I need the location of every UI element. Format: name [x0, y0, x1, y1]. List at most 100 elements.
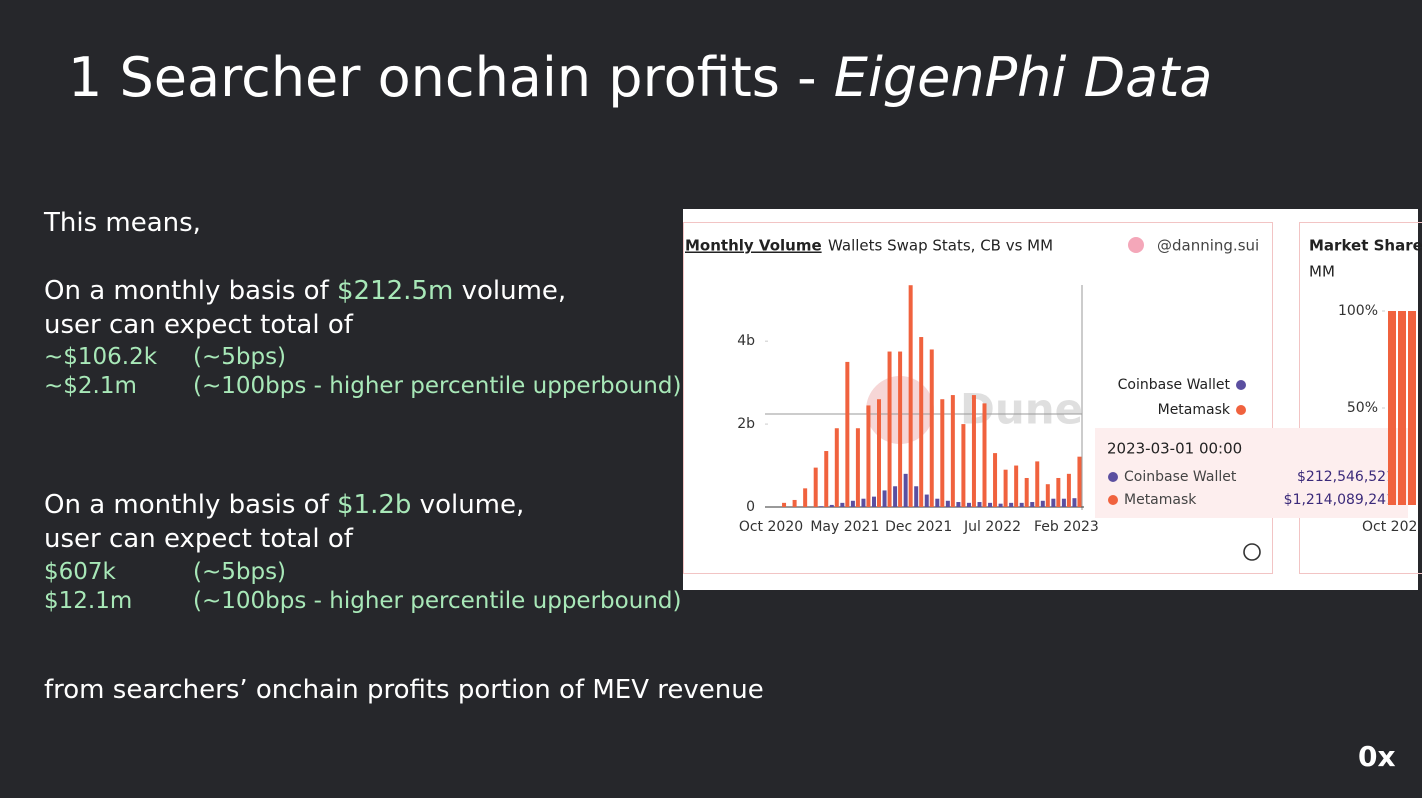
intro: This means, — [44, 208, 201, 238]
bar — [945, 500, 950, 507]
line: user can expect total of — [44, 524, 353, 554]
bar — [977, 502, 982, 507]
slide-title: 1 Searcher onchain profits - EigenPhi Da… — [68, 46, 1213, 109]
bar — [829, 504, 834, 507]
x-tick-label: Feb 2023 — [1034, 519, 1099, 535]
y-tick-label: 2b — [737, 416, 755, 432]
bar — [861, 498, 866, 507]
bar — [855, 428, 860, 507]
chart-title: Wallets Swap Stats, CB vs MM — [828, 237, 1053, 255]
bar — [914, 486, 919, 507]
bar — [1072, 498, 1077, 507]
bar — [971, 395, 976, 507]
title-italic: EigenPhi Data — [833, 46, 1213, 109]
bar — [1045, 484, 1050, 507]
highlight: $1.2b — [337, 490, 412, 520]
highlight: $212.5m — [337, 276, 454, 306]
amount: ~$106.2k — [44, 344, 158, 370]
bar — [1035, 461, 1040, 507]
bar — [919, 337, 924, 507]
amount: $607k — [44, 559, 116, 585]
bar — [866, 405, 871, 507]
bar — [887, 351, 892, 507]
bar — [935, 498, 940, 507]
x-tick-label: Oct 202 — [1362, 519, 1417, 535]
bar — [908, 285, 913, 507]
author: @danning.sui — [1157, 237, 1259, 255]
bar — [1408, 311, 1416, 505]
note: (~5bps) — [193, 344, 287, 370]
line: user can expect total of — [44, 310, 353, 340]
bar — [882, 490, 887, 507]
bar — [782, 502, 787, 507]
tooltip-title: 2023-03-01 00:00 — [1107, 440, 1242, 458]
tooltip — [1095, 428, 1408, 518]
line: On a monthly basis of $212.5m volume, — [44, 276, 566, 306]
legend-label: Coinbase Wallet — [1118, 377, 1231, 393]
bar — [819, 506, 824, 507]
x-tick-label: May 2021 — [810, 519, 879, 535]
line: On a monthly basis of $1.2b volume, — [44, 490, 524, 520]
bar — [924, 494, 929, 507]
refresh-icon[interactable] — [1243, 543, 1261, 561]
bar — [1009, 502, 1014, 507]
x-tick-label: Jul 2022 — [963, 519, 1021, 535]
text: volume, — [411, 490, 525, 520]
chart-tab[interactable]: Monthly Volume — [685, 237, 822, 255]
panel2-title: Market Share — [1309, 237, 1422, 255]
bar — [1398, 311, 1406, 505]
legend-swatch — [1236, 380, 1246, 390]
bar — [1388, 311, 1396, 505]
legend-label: Metamask — [1158, 402, 1231, 418]
note: (~100bps - higher percentile upperbound) — [193, 373, 682, 399]
y-tick-label: 0 — [746, 499, 755, 515]
tooltip-swatch — [1108, 472, 1118, 482]
bar — [893, 486, 898, 507]
footer: from searchers’ onchain profits portion … — [44, 675, 764, 705]
tooltip-value: $212,546,521 — [1297, 469, 1395, 485]
bar — [850, 500, 855, 507]
bar — [903, 473, 908, 507]
bar — [961, 424, 966, 507]
bar — [1040, 500, 1045, 507]
card — [683, 209, 1418, 590]
panel2-subtitle: MM — [1309, 263, 1335, 281]
bar — [813, 467, 818, 507]
tooltip-swatch — [1108, 495, 1118, 505]
tooltip-series: Coinbase Wallet — [1124, 469, 1237, 485]
watermark: Dune — [960, 385, 1083, 434]
text: On a monthly basis of — [44, 276, 338, 306]
bar — [1066, 473, 1071, 507]
bar — [1024, 477, 1029, 507]
bar — [1003, 469, 1008, 507]
bar — [840, 502, 845, 507]
bar — [966, 502, 971, 507]
bar — [845, 361, 850, 507]
amount: $12.1m — [44, 588, 133, 614]
bar — [1056, 477, 1061, 507]
text: volume, — [453, 276, 567, 306]
author-icon — [1128, 237, 1144, 253]
bar — [998, 503, 1003, 507]
bar — [898, 351, 903, 507]
bar — [993, 453, 998, 507]
bar — [1019, 502, 1024, 507]
bar — [792, 499, 797, 507]
bar — [940, 399, 945, 507]
bar — [1051, 498, 1056, 507]
bar — [803, 488, 808, 507]
bar — [1030, 502, 1035, 507]
panel-border — [683, 222, 1273, 574]
bar — [1077, 456, 1082, 507]
bar — [877, 399, 881, 507]
amount: ~$2.1m — [44, 373, 137, 399]
x-tick-label: Dec 2021 — [885, 519, 952, 535]
legend-swatch — [1236, 405, 1246, 415]
bar — [982, 403, 987, 507]
y-tick-label: 4b — [737, 333, 755, 349]
bar — [824, 451, 829, 507]
bar — [988, 502, 993, 507]
bar — [872, 496, 876, 507]
